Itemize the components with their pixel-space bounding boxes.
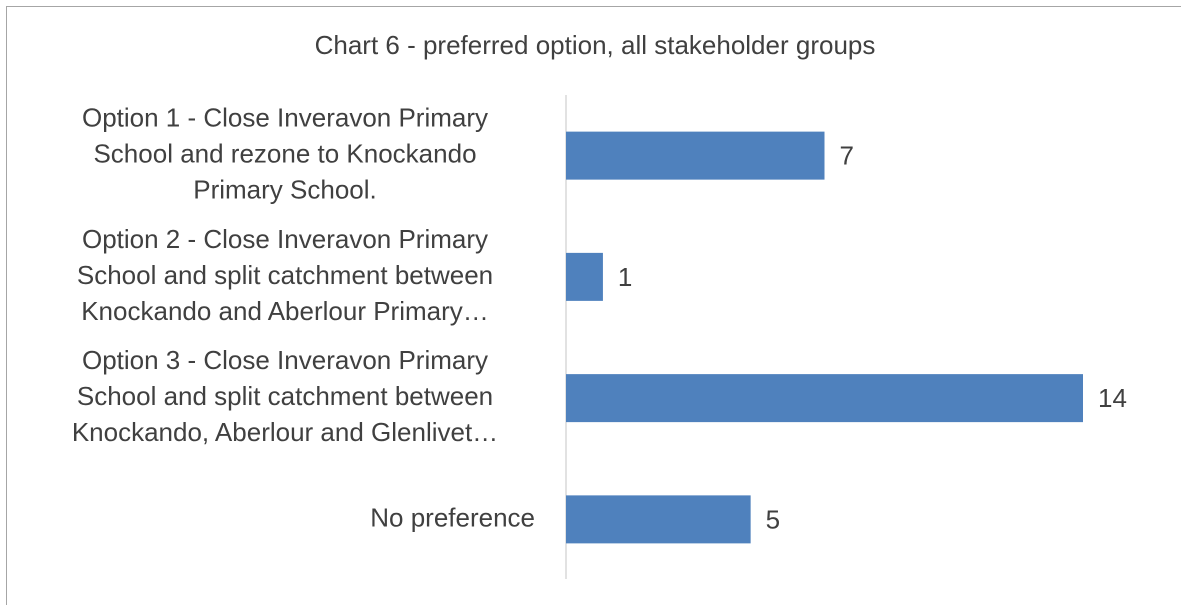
category-label: Knockando and Aberlour Primary… — [81, 296, 489, 326]
data-label: 1 — [618, 262, 632, 292]
bar — [566, 374, 1083, 423]
bar — [566, 252, 603, 301]
bar — [566, 131, 825, 180]
category-label: Knockando, Aberlour and Glenlivet… — [72, 417, 498, 447]
category-label: School and split catchment between — [77, 381, 493, 411]
data-label: 5 — [766, 504, 780, 534]
data-label: 7 — [840, 141, 854, 171]
data-label: 14 — [1098, 383, 1127, 413]
category-label: Option 1 - Close Inveravon Primary — [82, 103, 488, 133]
chart-title: Chart 6 - preferred option, all stakehol… — [315, 30, 876, 60]
category-label: Option 2 - Close Inveravon Primary — [82, 224, 488, 254]
category-label: School and rezone to Knockando — [93, 139, 476, 169]
category-label: Option 3 - Close Inveravon Primary — [82, 345, 488, 375]
category-label: Primary School. — [193, 175, 377, 205]
bar — [566, 495, 751, 544]
category-label: School and split catchment between — [77, 260, 493, 290]
category-label: No preference — [370, 502, 535, 532]
